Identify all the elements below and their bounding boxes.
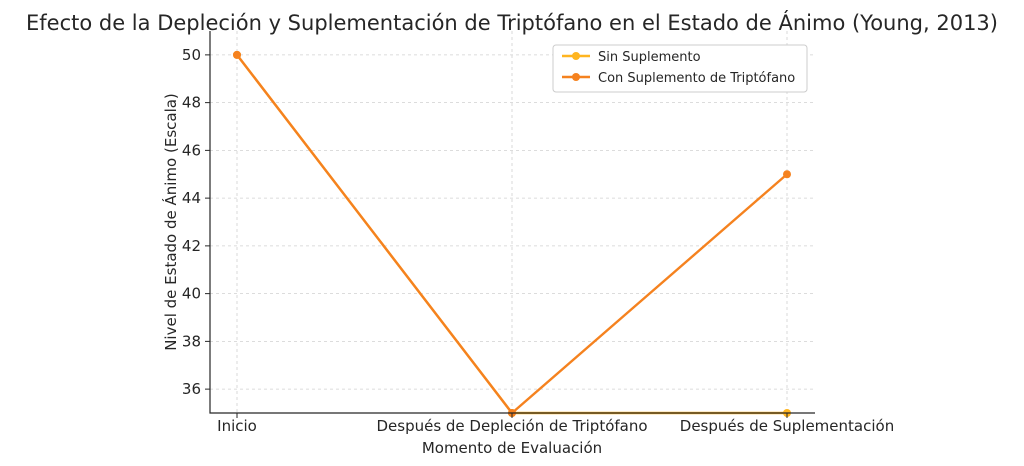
legend-swatch-marker bbox=[572, 52, 580, 60]
x-tick-label: Inicio bbox=[217, 417, 257, 435]
y-tick-label: 38 bbox=[182, 332, 201, 350]
data-point bbox=[783, 170, 791, 179]
axes-spines bbox=[209, 31, 815, 414]
legend-label: Sin Suplemento bbox=[598, 50, 701, 65]
x-tick-label: Después de Suplementación bbox=[680, 417, 894, 435]
x-tick-label: Después de Depleción de Triptófano bbox=[376, 417, 647, 435]
y-tick-label: 50 bbox=[182, 46, 201, 64]
ticks: 36 38 40 42 44 46 48 50 Inicio Después de Depleci… bbox=[182, 46, 894, 435]
y-tick-label: 36 bbox=[182, 380, 201, 398]
grid bbox=[210, 31, 815, 413]
legend-swatch-marker bbox=[572, 73, 580, 81]
series-line bbox=[236, 54, 788, 415]
legend: Sin Suplemento Con Suplemento de Triptófa… bbox=[552, 44, 808, 93]
y-tick-label: 42 bbox=[182, 237, 201, 255]
y-tick-label: 40 bbox=[182, 285, 201, 303]
y-tick-label: 46 bbox=[182, 141, 201, 159]
y-axis-label: Nivel de Estado de Ánimo (Escala) bbox=[161, 93, 180, 351]
chart-title: Efecto de la Depleción y Suplementación … bbox=[26, 10, 998, 35]
x-axis-label: Momento de Evaluación bbox=[422, 439, 602, 457]
legend-box bbox=[552, 44, 808, 93]
series-line bbox=[236, 54, 787, 415]
y-tick-label: 44 bbox=[182, 189, 201, 207]
data-point bbox=[233, 50, 241, 59]
legend-label: Con Suplemento de Triptófano bbox=[598, 71, 795, 86]
y-tick-label: 48 bbox=[182, 94, 201, 112]
